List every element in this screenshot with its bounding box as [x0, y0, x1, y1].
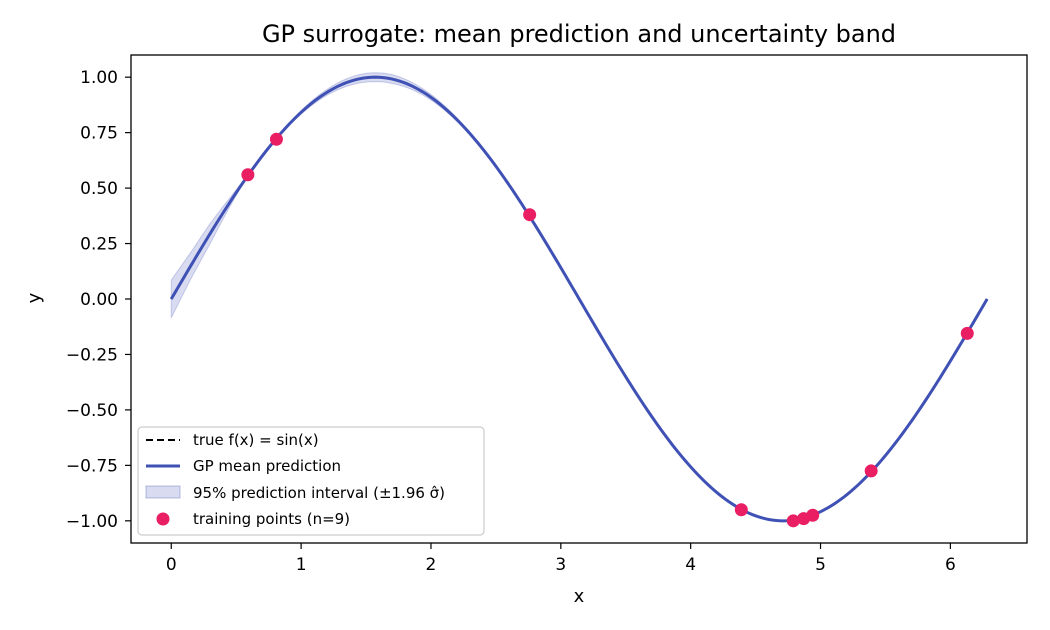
y-tick-label: 0.25	[80, 235, 118, 255]
y-tick-label: 0.50	[80, 179, 118, 199]
training-point	[523, 208, 537, 222]
x-axis-label: x	[574, 586, 585, 607]
x-tick-label: 6	[945, 555, 956, 575]
y-tick-label: 0.75	[80, 124, 118, 144]
y-tick-label: −0.50	[66, 401, 118, 421]
training-point	[269, 132, 283, 146]
y-axis: 1.00 0.75 0.50 0.25 0.00 −0.25 −0.50 −0.75 −1.00	[66, 68, 131, 532]
training-point	[960, 326, 974, 340]
gp-mean-line	[169, 75, 989, 523]
y-tick-label: −0.25	[66, 345, 118, 365]
legend-points-label: training points (n=9)	[193, 510, 350, 528]
y-tick-label: 0.00	[80, 290, 118, 310]
training-point	[734, 503, 748, 517]
legend-true-label: true f(x) = sin(x)	[193, 431, 319, 449]
legend-band-swatch	[145, 485, 181, 499]
x-tick-label: 4	[685, 555, 696, 575]
training-point	[241, 168, 255, 182]
y-tick-label: −1.00	[66, 512, 118, 532]
chart-title: GP surrogate: mean prediction and uncert…	[262, 20, 896, 48]
y-tick-label: 1.00	[80, 68, 118, 88]
legend-box	[137, 426, 485, 536]
x-tick-label: 1	[296, 555, 307, 575]
legend-mean-label: GP mean prediction	[193, 457, 341, 475]
training-points	[241, 132, 974, 528]
training-point	[864, 464, 878, 478]
x-axis: 0 1 2 3 4 5 6	[166, 543, 956, 575]
legend-band-label: 95% prediction interval (±1.96 σ̂)	[193, 484, 445, 502]
x-tick-label: 5	[815, 555, 826, 575]
training-point	[786, 514, 800, 528]
y-axis-label: y	[24, 292, 45, 303]
x-tick-label: 2	[426, 555, 437, 575]
plot-area	[169, 72, 989, 528]
legend-points-swatch	[156, 512, 170, 526]
training-point	[806, 508, 820, 522]
x-tick-label: 3	[555, 555, 566, 575]
y-tick-label: −0.75	[66, 456, 118, 476]
x-tick-label: 0	[166, 555, 177, 575]
legend: true f(x) = sin(x) GP mean prediction 95…	[137, 426, 485, 536]
